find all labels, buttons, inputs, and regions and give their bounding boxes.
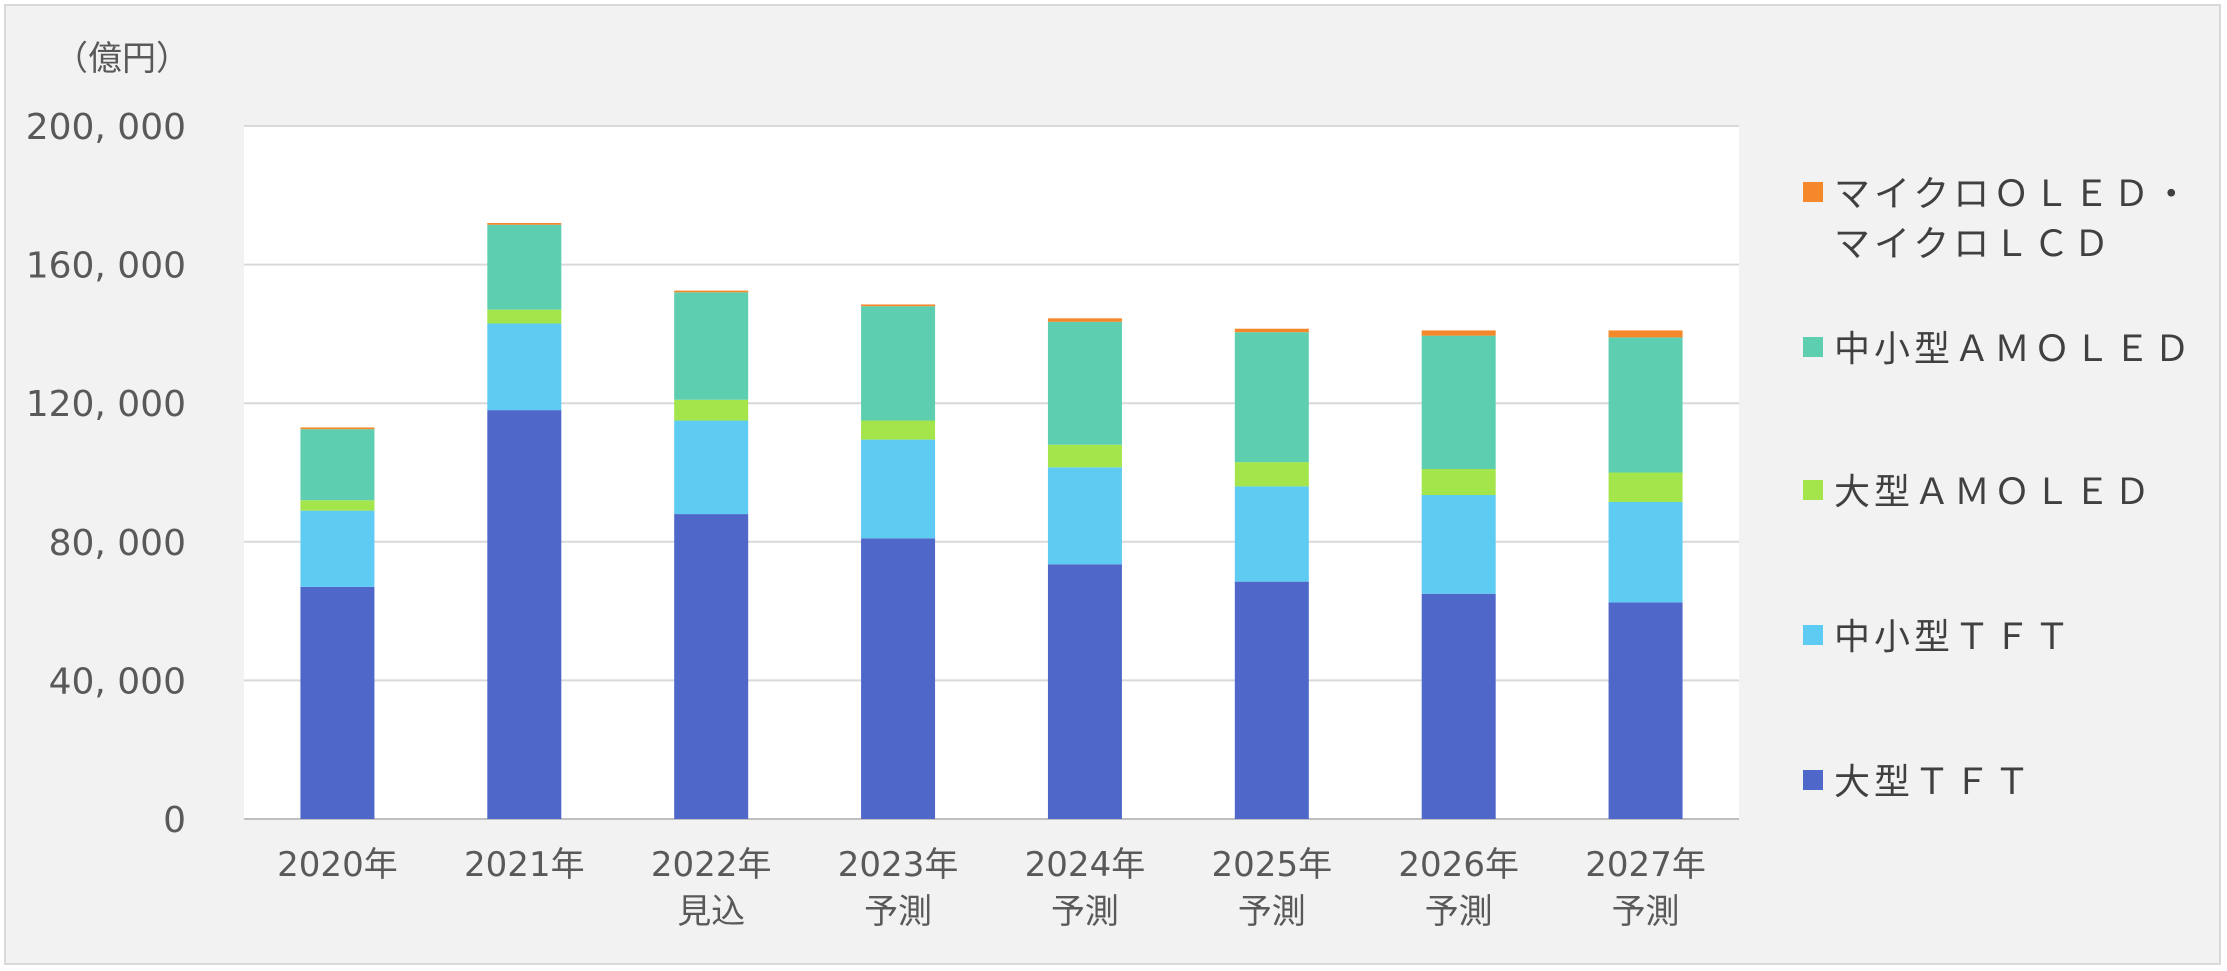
x-tick-label: 2021年 [464,845,585,885]
x-tick-label: 予測 [1612,892,1680,932]
x-tick-label: 2025年 [1212,845,1333,885]
x-tick-label: 予測 [1238,892,1306,932]
bar-segment [1608,472,1683,502]
x-tick-label: 2020年 [277,845,398,885]
x-tick-label: 予測 [1051,892,1119,932]
x-tick-label: 2023年 [838,845,959,885]
y-tick-label: 120, 000 [26,384,186,425]
x-tick-label: 予測 [1425,892,1493,932]
bar-segment [1421,330,1496,336]
y-tick-label: 160, 000 [26,246,186,287]
legend-label: マイクロＯＬＥＤ・ [1834,174,2193,215]
y-tick-label: 200, 000 [26,107,186,148]
stacked-bar-chart: （億円） 0 40, 000 80, 000 120, 000 160, 000 200,… [26,39,2194,932]
bar-segment [1047,564,1122,819]
bar-segment [674,514,749,819]
bar-segment [674,292,749,400]
x-tick-label: 2027年 [1585,845,1706,885]
bar-segment [1421,335,1496,470]
bar-segment [1047,467,1122,565]
legend-swatch [1803,770,1823,790]
legend-label: 大型ＡＭＯＬＥＤ [1834,472,2154,513]
bar-segment [861,538,936,819]
legend-swatch [1803,625,1823,645]
legend-label: 大型ＴＦＴ [1834,762,2034,803]
x-tick-label: 予測 [864,892,932,932]
bar-segment [1234,581,1309,819]
bar-segment [1234,462,1309,487]
legend-swatch [1803,480,1823,500]
bar-segment [1608,501,1683,603]
chart-frame: （億円） 0 40, 000 80, 000 120, 000 160, 000 200,… [4,4,2221,965]
legend-label: マイクロＬＣＤ [1834,224,2113,265]
bar-segment [1234,486,1309,582]
bar-segment [487,224,562,310]
bar-segment [1234,328,1309,333]
bar-segment [1047,444,1122,468]
legend-label: 中小型ＡＭＯＬＥＤ [1834,329,2194,370]
bar-segment [861,306,936,421]
bar-segment [1047,318,1122,322]
legend: マイクロＯＬＥＤ・マイクロＬＣＤ 中小型ＡＭＯＬＥＤ 大型ＡＭＯＬＥＤ 中小型ＴＦＴ 大… [1803,174,2194,803]
x-tick-label: 2024年 [1025,845,1146,885]
bar-segment [1421,495,1496,594]
bar-segment [861,304,936,307]
bar-segment [487,410,562,819]
plot-area [244,126,1739,819]
bar-segment [674,290,749,293]
bar-segment [1421,469,1496,496]
bar-segment [1047,321,1122,445]
bar-segment [487,309,562,324]
bar-segment [1421,593,1496,819]
y-tick-label: 0 [163,800,186,841]
legend-swatch [1803,337,1823,357]
bar-segment [861,420,936,440]
bar-segment [487,323,562,411]
bar-segment [674,399,749,421]
bar-segment [300,586,375,819]
bar-segment [674,420,749,515]
x-tick-label: 見込 [677,892,745,932]
bars [300,223,1683,819]
legend-swatch [1803,182,1823,202]
bar-segment [300,510,375,587]
bar-segment [300,429,375,501]
unit-label: （億円） [54,39,190,79]
bar-segment [861,439,936,539]
x-tick-label: 2022年 [651,845,772,885]
y-axis: 0 40, 000 80, 000 120, 000 160, 000 200, 000 [26,107,186,841]
bar-segment [1234,332,1309,463]
bar-segment [300,427,375,430]
y-tick-label: 40, 000 [49,661,186,702]
bar-segment [1608,602,1683,819]
bar-segment [300,500,375,511]
y-tick-label: 80, 000 [49,523,186,564]
bar-segment [487,223,562,225]
x-tick-label: 2026年 [1398,845,1519,885]
bar-segment [1608,337,1683,473]
bar-segment [1608,330,1683,338]
legend-label: 中小型ＴＦＴ [1834,617,2074,658]
